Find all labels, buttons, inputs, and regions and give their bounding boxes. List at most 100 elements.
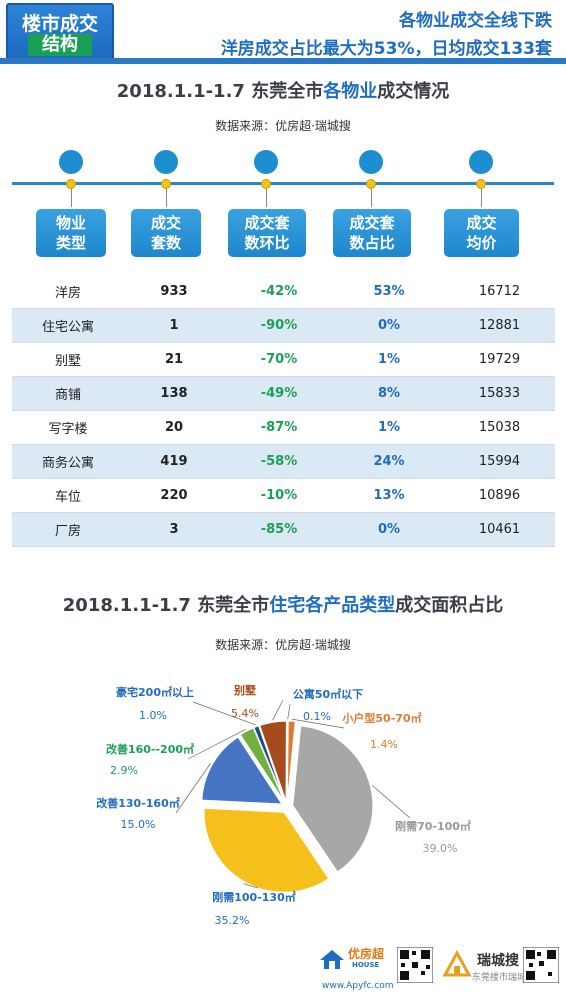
chat-bubble-icon (442, 949, 472, 977)
header-divider (0, 58, 566, 64)
table-source: 数据来源：优房超·瑞城搜 (215, 119, 351, 133)
timeline-dot (366, 179, 376, 189)
timeline-node (154, 150, 178, 174)
col-header-count: 成交 套数 (131, 209, 201, 257)
badge-title: 楼市成交 (21, 13, 98, 35)
house-icon (320, 950, 344, 969)
table-row: 洋房 933 -42% 53% 16712 (12, 275, 555, 309)
timeline-stem (166, 189, 167, 207)
cell-count: 1 (124, 308, 224, 343)
slice-percent: 2.9% (110, 764, 138, 777)
col-header-type: 物业 类型 (36, 209, 106, 257)
table-row: 车位 220 -10% 13% 10896 (12, 478, 555, 513)
col-header-line: 套数 (150, 234, 181, 252)
cell-avg-price: 15038 (444, 410, 555, 445)
pie-title: 2018.1.1-1.7 东莞全市住宅各产品类型成交面积占比 (0, 591, 566, 617)
cell-avg-price: 16712 (444, 275, 555, 309)
headline-2: 洋房成交占比最大为53%，日均成交133套 (220, 39, 552, 59)
table-row: 别墅 21 -70% 1% 19729 (12, 342, 555, 377)
col-header-line: 成交套 (244, 214, 290, 232)
cell-avg-price: 19729 (444, 342, 555, 377)
col-header-line: 物业 (55, 214, 86, 232)
slice-percent: 35.2% (215, 914, 250, 927)
slice-label: 刚需100-130㎡ (212, 890, 296, 904)
brand-name-2: 瑞城搜 (477, 953, 519, 969)
cell-mom: -10% (224, 478, 334, 513)
cell-mom: -90% (224, 308, 334, 343)
timeline-dot (161, 179, 171, 189)
qr-code-icon (397, 947, 433, 983)
col-header-mom: 成交套 数环比 (228, 209, 306, 257)
brand-name: 优房超 (348, 947, 385, 961)
cell-avg-price: 15833 (444, 376, 555, 411)
slice-percent: 5.4% (231, 707, 259, 720)
table-row: 住宅公寓 1 -90% 0% 12881 (12, 308, 555, 343)
leader-line (372, 785, 411, 819)
timeline-stem (266, 189, 267, 207)
slice-label: 豪宅200㎡以上 (116, 685, 194, 699)
section-badge: 楼市成交 结构 (6, 3, 114, 61)
pie-slice (203, 807, 330, 893)
timeline-line (12, 182, 554, 185)
pie-title-highlight: 住宅各产品类型 (269, 595, 396, 616)
cell-mom: -87% (224, 410, 334, 445)
headline-1: 各物业成交全线下跌 (399, 11, 552, 31)
slice-label: 小户型50-70㎡ (341, 711, 421, 725)
leader-line (175, 763, 211, 814)
col-header-line: 成交 (150, 214, 181, 232)
header-banner: 楼市成交 结构 各物业成交全线下跌 洋房成交占比最大为53%，日均成交133套 (0, 0, 566, 64)
brand-subtitle: HOUSE (352, 961, 380, 969)
timeline-stem (71, 189, 72, 207)
slice-percent: 1.4% (370, 738, 398, 751)
pie-slice (201, 736, 283, 805)
timeline-stem (371, 189, 372, 207)
timeline-dot (261, 179, 271, 189)
slice-label: 公寓50㎡以下 (293, 687, 363, 701)
cell-share: 24% (334, 444, 444, 479)
cell-count: 138 (124, 376, 224, 411)
table-title: 2018.1.1-1.7 东莞全市各物业成交情况 (0, 77, 566, 103)
cell-type: 商务公寓 (12, 444, 124, 479)
col-header-line: 成交套 (349, 214, 395, 232)
table-row: 写字楼 20 -87% 1% 15038 (12, 410, 555, 445)
cell-share: 8% (334, 376, 444, 411)
slice-percent: 39.0% (423, 842, 458, 855)
pie-title-pre: 2018.1.1-1.7 东莞全市 (62, 595, 270, 616)
leader-line (272, 699, 284, 721)
pie-slice (292, 725, 374, 873)
slice-percent: 0.1% (303, 710, 331, 723)
table-row: 商铺 138 -49% 8% 15833 (12, 376, 555, 411)
cell-mom: -42% (224, 275, 334, 309)
cell-share: 1% (334, 342, 444, 377)
badge-subtitle: 结构 (28, 34, 92, 56)
brand-logo: 优房超 HOUSE (318, 944, 388, 984)
table-row: 厂房 3 -85% 0% 10461 (12, 512, 555, 547)
cell-count: 3 (124, 512, 224, 547)
col-header-line: 成交 (466, 214, 497, 232)
cell-count: 419 (124, 444, 224, 479)
cell-type: 写字楼 (12, 410, 124, 445)
brand-subtitle-2: 东莞楼市瑞城搜 (472, 973, 536, 983)
leader-line (287, 703, 291, 720)
timeline-dot (66, 179, 76, 189)
cell-share: 53% (334, 275, 444, 309)
website-url: www.Apyfc.com (322, 981, 394, 991)
cell-avg-price: 12881 (444, 308, 555, 343)
leader-line (192, 701, 256, 726)
cell-count: 21 (124, 342, 224, 377)
cell-count: 20 (124, 410, 224, 445)
timeline-stem (481, 189, 482, 207)
cell-count: 220 (124, 478, 224, 513)
col-header-line: 数占比 (349, 234, 395, 252)
property-table: 洋房 933 -42% 53% 16712 住宅公寓 1 -90% 0% 12881 别墅 21 -70… (12, 275, 555, 547)
table-title-pre: 2018.1.1-1.7 东莞全市 (116, 81, 324, 102)
slice-label: 别墅 (233, 683, 256, 697)
pie-title-post: 成交面积占比 (395, 595, 504, 616)
slice-percent: 15.0% (121, 818, 156, 831)
leader-line (243, 883, 259, 889)
leader-line (291, 718, 345, 729)
pie-slice (286, 720, 296, 802)
timeline-node (254, 150, 278, 174)
slice-label: 改善160--200㎡ (106, 742, 194, 756)
timeline-node (469, 150, 493, 174)
